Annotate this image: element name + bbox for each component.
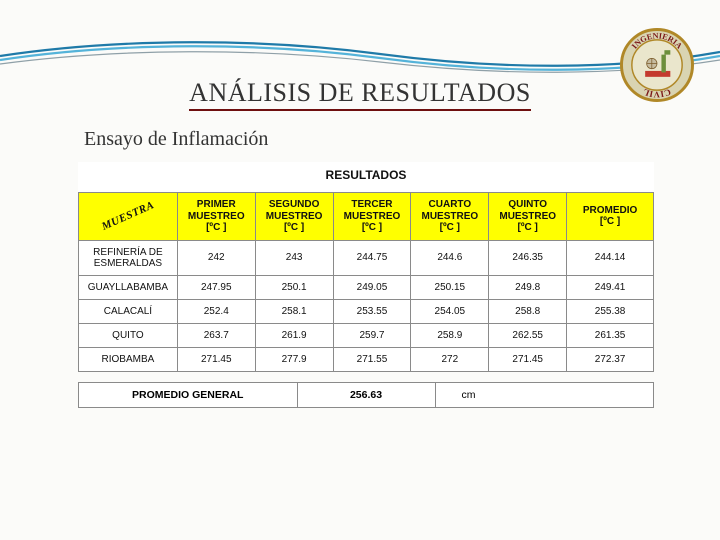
cell-value: 246.35: [489, 240, 567, 275]
cell-value: 272: [411, 347, 489, 371]
summary-label: PROMEDIO GENERAL: [79, 382, 298, 407]
col-header-4: CUARTO MUESTREO [ºC ]: [411, 193, 489, 241]
cell-value: 271.45: [489, 347, 567, 371]
results-section: RESULTADOS MUESTRA PRIMER MUESTREO [ºC ]: [78, 162, 654, 408]
col-header-5: QUINTO MUESTREO [ºC ]: [489, 193, 567, 241]
cell-value: 253.55: [333, 299, 411, 323]
cell-value: 247.95: [177, 275, 255, 299]
row-label: CALACALÍ: [79, 299, 178, 323]
table-row: RIOBAMBA271.45277.9271.55272271.45272.37: [79, 347, 654, 371]
cell-value: 254.05: [411, 299, 489, 323]
cell-value: 261.9: [255, 323, 333, 347]
cell-value: 242: [177, 240, 255, 275]
cell-value: 244.6: [411, 240, 489, 275]
row-promedio: 272.37: [567, 347, 654, 371]
table-row: GUAYLLABAMBA247.95250.1249.05250.15249.8…: [79, 275, 654, 299]
cell-value: 249.8: [489, 275, 567, 299]
cell-value: 243: [255, 240, 333, 275]
row-label: RIOBAMBA: [79, 347, 178, 371]
summary-unit: cm: [435, 382, 654, 407]
col-header-muestra: MUESTRA: [79, 193, 178, 241]
table-row: QUITO263.7261.9259.7258.9262.55261.35: [79, 323, 654, 347]
cell-value: 244.75: [333, 240, 411, 275]
table-row: CALACALÍ252.4258.1253.55254.05258.8255.3…: [79, 299, 654, 323]
table-row: REFINERÍA DE ESMERALDAS242243244.75244.6…: [79, 240, 654, 275]
table-header-row: MUESTRA PRIMER MUESTREO [ºC ] SEGUNDO MU…: [79, 193, 654, 241]
cell-value: 263.7: [177, 323, 255, 347]
summary-table: PROMEDIO GENERAL 256.63 cm: [78, 382, 654, 408]
cell-value: 271.55: [333, 347, 411, 371]
cell-value: 258.9: [411, 323, 489, 347]
row-promedio: 249.41: [567, 275, 654, 299]
summary-row: PROMEDIO GENERAL 256.63 cm: [79, 382, 654, 407]
col-header-1: PRIMER MUESTREO [ºC ]: [177, 193, 255, 241]
cell-value: 259.7: [333, 323, 411, 347]
row-promedio: 261.35: [567, 323, 654, 347]
cell-value: 277.9: [255, 347, 333, 371]
cell-value: 262.55: [489, 323, 567, 347]
col-header-promedio: PROMEDIO [ºC ]: [567, 193, 654, 241]
results-table: MUESTRA PRIMER MUESTREO [ºC ] SEGUNDO MU…: [78, 192, 654, 372]
cell-value: 271.45: [177, 347, 255, 371]
cell-value: 249.05: [333, 275, 411, 299]
row-promedio: 255.38: [567, 299, 654, 323]
decorative-wave: [0, 36, 720, 66]
summary-value: 256.63: [297, 382, 435, 407]
table-caption: RESULTADOS: [78, 162, 654, 192]
row-promedio: 244.14: [567, 240, 654, 275]
cell-value: 250.15: [411, 275, 489, 299]
col-header-2: SEGUNDO MUESTREO [ºC ]: [255, 193, 333, 241]
cell-value: 258.8: [489, 299, 567, 323]
cell-value: 258.1: [255, 299, 333, 323]
cell-value: 252.4: [177, 299, 255, 323]
row-label: QUITO: [79, 323, 178, 347]
page-title: ANÁLISIS DE RESULTADOS: [0, 78, 720, 108]
col-header-3: TERCER MUESTREO [ºC ]: [333, 193, 411, 241]
row-label: GUAYLLABAMBA: [79, 275, 178, 299]
cell-value: 250.1: [255, 275, 333, 299]
page-subtitle: Ensayo de Inflamación: [84, 128, 268, 151]
row-label: REFINERÍA DE ESMERALDAS: [79, 240, 178, 275]
